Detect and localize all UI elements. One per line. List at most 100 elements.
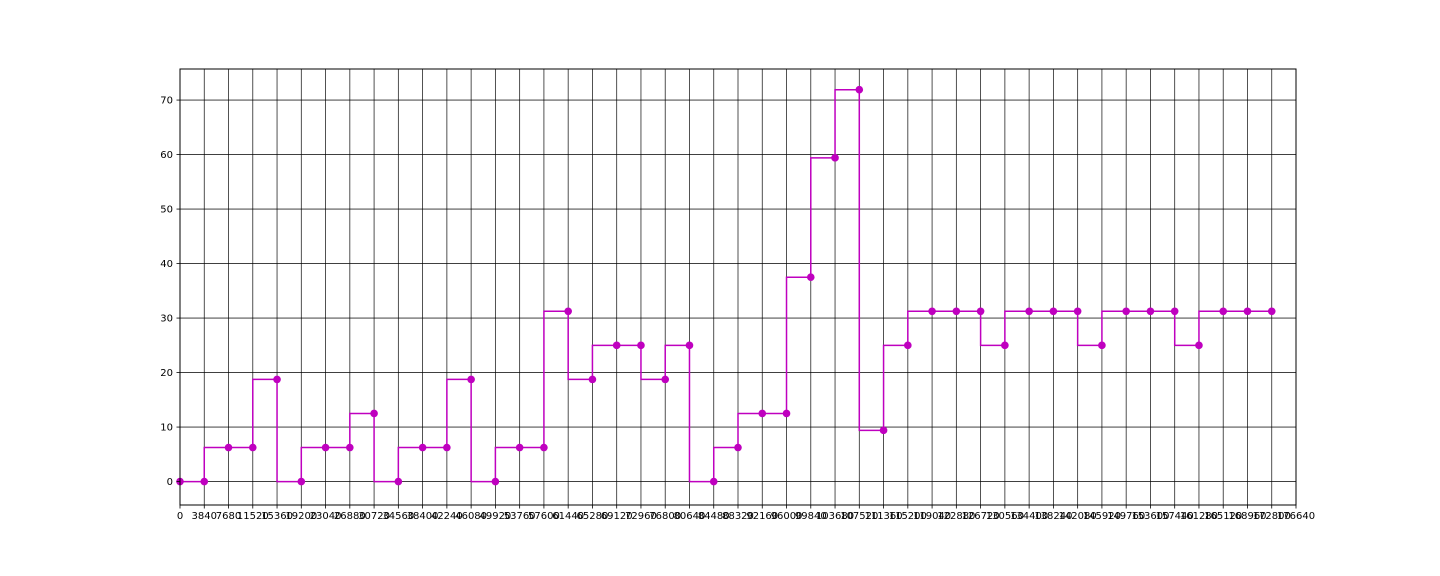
series-step-line <box>180 88 1272 483</box>
x-tick-label: 49920 <box>479 511 511 522</box>
x-tick-label: 34560 <box>382 511 414 522</box>
x-tick-label: 172800 <box>1253 511 1291 522</box>
data-point <box>734 443 742 452</box>
data-point <box>1049 307 1058 316</box>
y-tick-label: 10 <box>160 423 173 434</box>
x-axis-ticks: 0 384076801152015360192002304026880307203… <box>177 505 1315 522</box>
x-tick-label: 134400 <box>1010 511 1048 522</box>
y-tick-label: 70 <box>160 96 173 107</box>
x-tick-label: 38400 <box>407 511 439 522</box>
x-tick-label: 138240 <box>1034 511 1072 522</box>
data-point <box>321 443 330 452</box>
data-point <box>952 307 961 316</box>
data-point <box>200 477 209 486</box>
data-point <box>1267 307 1276 316</box>
x-tick-label: 7680 <box>216 511 241 522</box>
x-tick-label: 42240 <box>431 511 463 522</box>
x-tick-label: 92160 <box>746 511 778 522</box>
x-tick-label: 149760 <box>1107 511 1145 522</box>
data-point <box>661 375 670 384</box>
data-point <box>248 443 257 452</box>
x-tick-label: 3840 <box>192 511 217 522</box>
x-tick-label: 72960 <box>625 511 657 522</box>
x-tick-label: 80640 <box>674 511 706 522</box>
y-tick-label: 40 <box>160 259 173 270</box>
data-point <box>1243 307 1252 316</box>
x-tick-label: 157440 <box>1156 511 1194 522</box>
x-tick-label: 153600 <box>1131 511 1169 522</box>
data-point <box>346 443 354 452</box>
data-point <box>418 443 427 452</box>
data-point <box>588 375 597 384</box>
x-tick-label: 76800 <box>649 511 681 522</box>
data-point <box>831 154 839 162</box>
x-tick-label: 61440 <box>552 511 584 522</box>
data-point <box>540 443 548 452</box>
data-point <box>904 341 912 350</box>
x-tick-label: 107520 <box>840 511 878 522</box>
x-tick-label: 145920 <box>1083 511 1121 522</box>
x-tick-label: 19200 <box>285 511 317 522</box>
series-markers <box>176 85 1276 486</box>
data-point <box>928 307 936 316</box>
y-grid-lines <box>180 99 1296 482</box>
data-point <box>515 443 524 452</box>
data-point <box>782 409 791 418</box>
data-point <box>1025 307 1033 316</box>
data-point <box>273 375 281 384</box>
x-tick-label: 88320 <box>722 511 754 522</box>
y-tick-label: 30 <box>160 314 173 325</box>
x-tick-label: 161280 <box>1180 511 1218 522</box>
x-tick-label: 69120 <box>601 511 633 522</box>
data-point <box>1146 307 1155 316</box>
x-tick-label: 126720 <box>962 511 1000 522</box>
data-point <box>1170 307 1179 316</box>
x-tick-label: 119040 <box>913 511 951 522</box>
x-tick-label: 0 <box>177 511 183 522</box>
x-tick-label: 57600 <box>528 511 560 522</box>
y-tick-label: 20 <box>160 368 173 379</box>
data-point <box>491 477 500 486</box>
x-tick-label: 53760 <box>504 511 536 522</box>
data-point <box>612 341 621 350</box>
data-point <box>976 307 985 316</box>
data-point <box>1073 307 1082 316</box>
data-point <box>879 426 888 435</box>
data-point <box>1001 341 1009 350</box>
x-tick-label: 11520 <box>237 511 269 522</box>
data-point <box>370 409 378 418</box>
y-axis-ticks: 0 10 20 30 40 50 60 70 <box>160 96 180 488</box>
data-point <box>1219 307 1228 316</box>
x-tick-label: 115200 <box>889 511 927 522</box>
x-tick-label: 142080 <box>1059 511 1097 522</box>
x-tick-label: 30720 <box>358 511 390 522</box>
x-tick-label: 99840 <box>795 511 827 522</box>
data-point <box>1195 341 1203 350</box>
x-tick-label: 130560 <box>986 511 1024 522</box>
data-point <box>564 307 572 316</box>
x-tick-label: 176640 <box>1277 511 1315 522</box>
data-point <box>855 85 864 94</box>
x-tick-label: 46080 <box>455 511 487 522</box>
x-tick-label: 122880 <box>937 511 975 522</box>
x-tick-label: 84480 <box>698 511 730 522</box>
data-point <box>443 443 451 452</box>
x-tick-label: 168960 <box>1228 511 1266 522</box>
data-point <box>224 443 233 452</box>
data-point <box>1122 307 1130 316</box>
data-point <box>637 341 645 350</box>
x-tick-label: 26880 <box>334 511 366 522</box>
x-tick-label: 103680 <box>816 511 854 522</box>
x-tick-label: 23040 <box>310 511 342 522</box>
y-tick-label: 0 <box>167 477 173 488</box>
x-tick-label: 165120 <box>1204 511 1242 522</box>
x-tick-label: 15360 <box>261 511 293 522</box>
data-point <box>1098 341 1106 350</box>
data-point <box>758 409 767 418</box>
x-tick-label: 96000 <box>771 511 803 522</box>
x-tick-label: 65280 <box>577 511 609 522</box>
data-point <box>467 375 475 384</box>
data-point <box>297 477 306 486</box>
y-tick-label: 60 <box>160 150 173 161</box>
